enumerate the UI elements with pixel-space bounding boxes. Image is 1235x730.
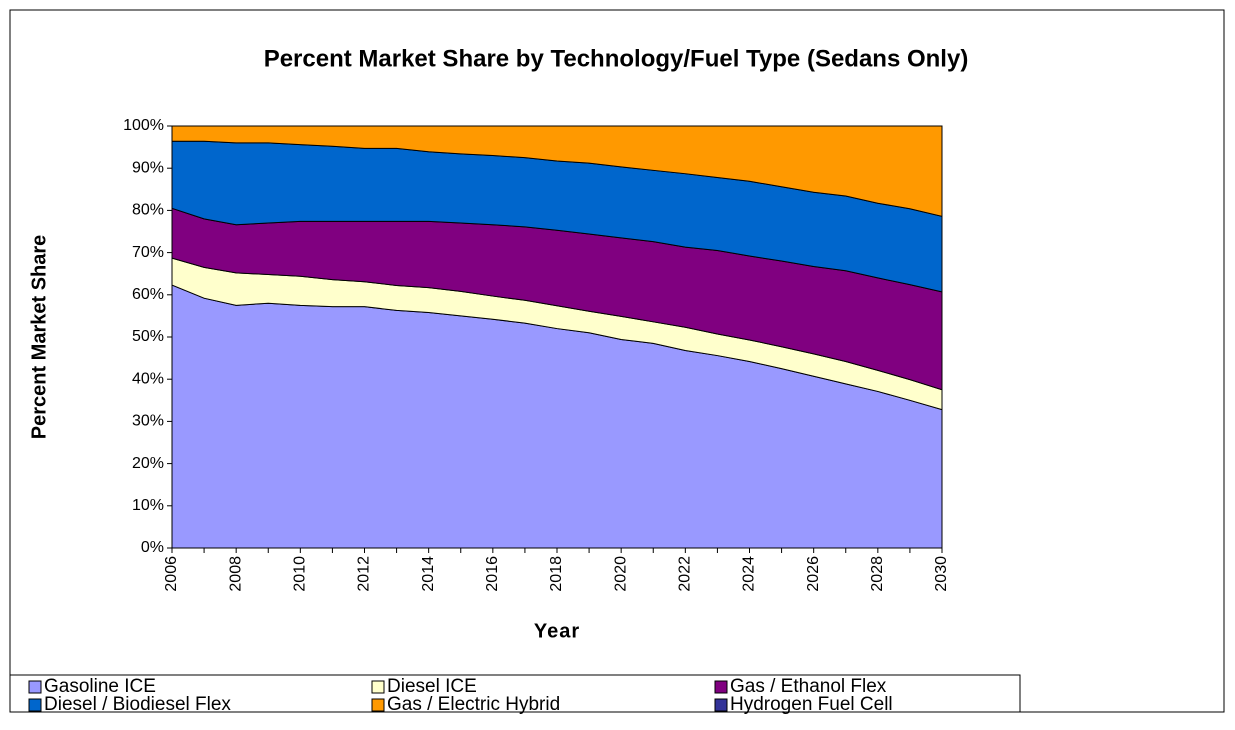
- legend-label: Diesel / Biodiesel Flex: [44, 694, 231, 715]
- legend-swatch: [714, 680, 728, 694]
- legend-label: Hydrogen Fuel Cell: [730, 694, 893, 715]
- legend-swatch: [371, 680, 385, 694]
- y-tick-label: 50%: [132, 328, 164, 345]
- x-tick-label: 2006: [163, 556, 180, 592]
- legend-label: Gas / Electric Hybrid: [387, 694, 560, 715]
- legend-swatch: [28, 680, 42, 694]
- legend-swatch: [371, 698, 385, 712]
- y-tick-label: 10%: [132, 497, 164, 514]
- x-tick-label: 2030: [933, 556, 950, 592]
- y-tick-label: 60%: [132, 286, 164, 303]
- legend-box: [9, 674, 1021, 713]
- x-tick-label: 2010: [292, 556, 309, 592]
- y-tick-label: 100%: [123, 117, 164, 134]
- legend-swatch: [714, 698, 728, 712]
- x-tick-label: 2028: [869, 556, 886, 592]
- x-tick-label: 2018: [548, 556, 565, 592]
- y-tick-label: 70%: [132, 244, 164, 261]
- x-tick-label: 2022: [677, 556, 694, 592]
- y-axis-label: Percent Market Share: [28, 235, 50, 440]
- x-axis-label: Year: [534, 620, 580, 642]
- legend-swatch: [28, 698, 42, 712]
- x-tick-label: 2016: [484, 556, 501, 592]
- legend-label: Gasoline ICE: [44, 676, 156, 697]
- y-tick-label: 40%: [132, 370, 164, 387]
- y-tick-label: 90%: [132, 159, 164, 176]
- y-tick-label: 80%: [132, 202, 164, 219]
- legend-label: Gas / Ethanol Flex: [730, 676, 887, 697]
- y-tick-label: 30%: [132, 413, 164, 430]
- y-tick-label: 0%: [141, 539, 164, 556]
- legend-label: Diesel ICE: [387, 676, 477, 697]
- x-tick-label: 2026: [805, 556, 822, 592]
- x-tick-label: 2020: [612, 556, 629, 592]
- x-tick-label: 2014: [420, 556, 437, 592]
- x-tick-label: 2024: [741, 556, 758, 592]
- x-tick-label: 2012: [356, 556, 373, 592]
- y-tick-label: 20%: [132, 455, 164, 472]
- chart-title: Percent Market Share by Technology/Fuel …: [264, 45, 969, 72]
- x-tick-label: 2008: [227, 556, 244, 592]
